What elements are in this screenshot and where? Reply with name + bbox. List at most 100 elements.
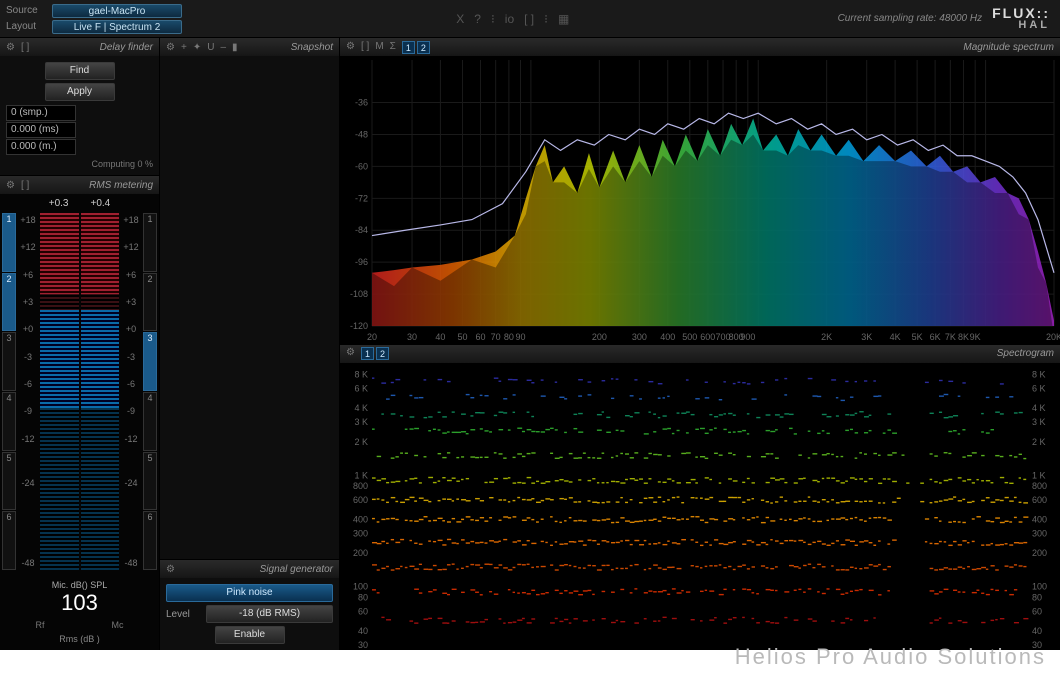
magnitude-spectrum-chart[interactable]: -36-48-60-72-84-96-108-12020304050607080…: [340, 56, 1060, 344]
svg-text:200: 200: [353, 548, 368, 558]
rms-title: RMS metering: [89, 180, 153, 191]
panel-icon[interactable]: ⚙: [166, 564, 175, 575]
svg-text:400: 400: [353, 514, 368, 524]
panel-icon[interactable]: ⚙: [346, 41, 355, 54]
channel-toggle[interactable]: 2: [2, 273, 16, 332]
channel-toggle[interactable]: 4: [2, 392, 16, 451]
panel-icon[interactable]: [ ]: [361, 41, 369, 54]
svg-text:6 K: 6 K: [354, 383, 368, 393]
topbar-icon[interactable]: ⁝: [491, 12, 495, 26]
top-bar: Source gael-MacPro Layout Live F | Spect…: [0, 0, 1060, 38]
svg-text:800: 800: [353, 481, 368, 491]
rms-bar: [40, 213, 79, 570]
channel-toggle[interactable]: 1: [143, 213, 157, 272]
channel-badge[interactable]: 1: [402, 41, 415, 54]
level-field[interactable]: -18 (dB RMS): [206, 605, 333, 623]
svg-text:5K: 5K: [912, 332, 923, 342]
svg-text:4 K: 4 K: [1032, 403, 1046, 413]
panel-icon[interactable]: ⚙: [6, 42, 15, 53]
channel-toggle[interactable]: 5: [2, 452, 16, 511]
channel-toggle[interactable]: 5: [143, 452, 157, 511]
find-button[interactable]: Find: [45, 62, 115, 80]
source-label: Source: [6, 5, 46, 16]
channel-badge[interactable]: 2: [376, 347, 389, 360]
svg-text:6 K: 6 K: [1032, 383, 1046, 393]
sampling-rate-value: 48000 Hz: [939, 13, 982, 24]
topbar-icon[interactable]: X: [456, 12, 464, 26]
sampling-rate-label: Current sampling rate:: [838, 13, 937, 24]
svg-text:60: 60: [358, 606, 368, 616]
svg-text:300: 300: [353, 528, 368, 538]
channel-toggle[interactable]: 2: [143, 273, 157, 332]
topbar-icon[interactable]: ?: [474, 12, 481, 26]
topbar-icon[interactable]: ⁝: [544, 12, 548, 26]
source-selector[interactable]: gael-MacPro: [52, 4, 182, 18]
panel-icon[interactable]: M: [375, 41, 383, 54]
svg-text:600: 600: [353, 495, 368, 505]
svg-text:1 K: 1 K: [1032, 470, 1046, 480]
channel-toggle[interactable]: 1: [2, 213, 16, 272]
rms-bottom-label: Mc: [112, 620, 124, 630]
panel-icon[interactable]: –: [220, 42, 226, 53]
svg-text:900: 900: [740, 332, 755, 342]
svg-text:20K: 20K: [1046, 332, 1060, 342]
level-label: Level: [166, 609, 200, 620]
svg-text:2 K: 2 K: [1032, 436, 1046, 446]
panel-icon[interactable]: ✦: [193, 42, 201, 53]
noise-type-button[interactable]: Pink noise: [166, 584, 333, 602]
channel-toggle[interactable]: 3: [143, 332, 157, 391]
rms-bottom-label: Rf: [36, 620, 45, 630]
panel-icon[interactable]: [ ]: [21, 42, 29, 53]
svg-text:60: 60: [475, 332, 485, 342]
topbar-icon[interactable]: io: [505, 12, 514, 26]
panel-icon[interactable]: [ ]: [21, 180, 29, 191]
svg-text:-84: -84: [355, 225, 368, 235]
svg-text:50: 50: [457, 332, 467, 342]
svg-text:70: 70: [491, 332, 501, 342]
layout-selector[interactable]: Live F | Spectrum 2: [52, 20, 182, 34]
panel-icon[interactable]: ⚙: [346, 347, 355, 360]
panel-icon[interactable]: ⚙: [6, 180, 15, 191]
svg-text:8 K: 8 K: [1032, 369, 1046, 379]
svg-text:-60: -60: [355, 161, 368, 171]
svg-text:4K: 4K: [890, 332, 901, 342]
channel-toggle[interactable]: 6: [143, 511, 157, 570]
svg-text:40: 40: [1032, 626, 1042, 636]
channel-toggle[interactable]: 6: [2, 511, 16, 570]
delay-field[interactable]: 0.000 (m.): [6, 139, 76, 155]
svg-text:200: 200: [592, 332, 607, 342]
channel-toggle[interactable]: 4: [143, 392, 157, 451]
rms-metering-panel: ⚙[ ] RMS metering +0.3 +0.4 123456+18+12…: [0, 176, 159, 650]
spl-value: 103: [2, 590, 157, 616]
channel-toggle[interactable]: 3: [2, 332, 16, 391]
topbar-icon[interactable]: [ ]: [524, 12, 534, 26]
svg-text:3 K: 3 K: [354, 417, 368, 427]
enable-button[interactable]: Enable: [215, 626, 285, 644]
topbar-icon[interactable]: ▦: [558, 12, 569, 26]
panel-icon[interactable]: ⚙: [166, 42, 175, 53]
svg-text:7K: 7K: [945, 332, 956, 342]
svg-text:90: 90: [515, 332, 525, 342]
svg-text:1 K: 1 K: [354, 470, 368, 480]
apply-button[interactable]: Apply: [45, 83, 115, 101]
svg-text:2K: 2K: [821, 332, 832, 342]
snapshot-title: Snapshot: [291, 42, 333, 53]
svg-text:3K: 3K: [861, 332, 872, 342]
panel-icon[interactable]: U: [207, 42, 214, 53]
panel-icon[interactable]: ▮: [232, 42, 238, 53]
svg-text:80: 80: [358, 592, 368, 602]
channel-badge[interactable]: 2: [417, 41, 430, 54]
snapshot-panel: ⚙ + ✦ U–▮ Snapshot: [160, 38, 339, 560]
svg-text:400: 400: [660, 332, 675, 342]
topbar-center-icons: X? ⁝ io [ ] ⁝ ▦: [188, 0, 838, 37]
panel-icon[interactable]: +: [181, 42, 187, 53]
svg-text:400: 400: [1032, 514, 1047, 524]
brand-logo: FLUX:: HAL: [992, 6, 1050, 31]
delay-field[interactable]: 0.000 (ms): [6, 122, 76, 138]
svg-text:-72: -72: [355, 193, 368, 203]
delay-field[interactable]: 0 (smp.): [6, 105, 76, 121]
spectrogram-chart[interactable]: 8 K8 K6 K6 K4 K4 K3 K3 K2 K2 K1 K1 K8008…: [340, 363, 1060, 651]
panel-icon[interactable]: Σ: [390, 41, 396, 54]
channel-badge[interactable]: 1: [361, 347, 374, 360]
svg-text:40: 40: [358, 626, 368, 636]
